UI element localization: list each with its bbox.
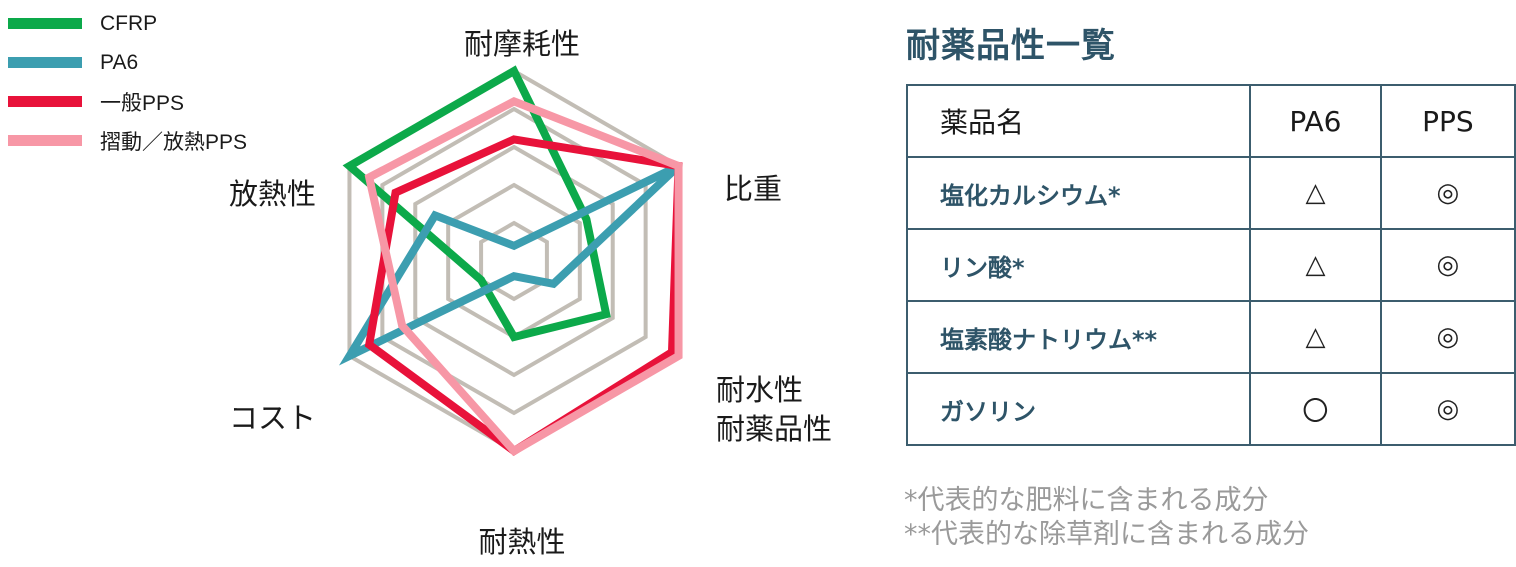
- legend-item: 一般PPS: [8, 82, 247, 121]
- table-header-row: 薬品名 PA6 PPS: [905, 84, 1516, 158]
- pps-rating: ◎: [1379, 156, 1516, 230]
- grid-ring-5: [347, 68, 681, 454]
- chart-legend: CFRP PA6 一般PPS 摺動／放熱PPS: [8, 4, 247, 160]
- footnote-fertilizer: *代表的な肥料に含まれる成分: [904, 485, 1269, 516]
- legend-label: 摺動／放熱PPS: [100, 130, 248, 154]
- series-0: [342, 65, 611, 342]
- grid-ring-1: [479, 220, 549, 302]
- legend-swatch: [8, 18, 82, 29]
- axis-label: コスト: [229, 401, 316, 435]
- axis-label: 耐熱性: [478, 525, 565, 559]
- legend-item: CFRP: [8, 4, 247, 43]
- grid-ring-3: [413, 144, 615, 378]
- radar-series: [338, 65, 683, 457]
- series-3: [364, 97, 683, 457]
- chemical-name: ガソリン: [905, 372, 1252, 446]
- legend-swatch: [8, 135, 82, 146]
- axis-label: 比重: [724, 172, 782, 206]
- pps-rating: ◎: [1379, 228, 1516, 302]
- pa6-rating: 〇: [1249, 372, 1382, 446]
- table-row: ガソリン 〇 ◎: [905, 372, 1516, 446]
- legend-label: 一般PPS: [100, 91, 185, 115]
- legend-swatch: [8, 57, 82, 68]
- chemical-name: 塩素酸ナトリウム**: [905, 300, 1252, 374]
- pps-rating: ◎: [1379, 300, 1516, 374]
- legend-label: CFRP: [100, 11, 158, 35]
- chemical-name: リン酸*: [905, 228, 1252, 302]
- legend-item: 摺動／放熱PPS: [8, 121, 247, 160]
- pa6-rating: △: [1249, 156, 1382, 230]
- chemical-name: 塩化カルシウム*: [905, 156, 1252, 230]
- table-row: リン酸* △ ◎: [905, 228, 1516, 302]
- axis-label: 放熱性: [229, 177, 316, 211]
- table-row: 塩素酸ナトリウム** △ ◎: [905, 300, 1516, 374]
- grid-ring-2: [446, 182, 582, 340]
- pa6-rating: △: [1249, 228, 1382, 302]
- radar-grid: [347, 68, 681, 454]
- header-pps: PPS: [1379, 84, 1516, 158]
- pps-rating: ◎: [1379, 372, 1516, 446]
- pa6-rating: △: [1249, 300, 1382, 374]
- series-line: [342, 65, 611, 342]
- header-chemical-name: 薬品名: [905, 84, 1252, 158]
- axis-label: 耐水性耐薬品性: [716, 373, 832, 446]
- axis-label: 耐摩耗性: [464, 27, 580, 61]
- legend-item: PA6: [8, 43, 247, 82]
- legend-label: PA6: [100, 50, 139, 74]
- table-row: 塩化カルシウム* △ ◎: [905, 156, 1516, 230]
- legend-swatch: [8, 96, 82, 107]
- table-title: 耐薬品性一覧: [906, 26, 1116, 66]
- chemical-resistance-table: 薬品名 PA6 PPS 塩化カルシウム* △ ◎ リン酸* △ ◎ 塩素酸ナトリ…: [905, 84, 1516, 446]
- footnote-herbicide: **代表的な除草剤に含まれる成分: [904, 519, 1309, 550]
- header-pa6: PA6: [1249, 84, 1382, 158]
- series-line: [364, 97, 683, 457]
